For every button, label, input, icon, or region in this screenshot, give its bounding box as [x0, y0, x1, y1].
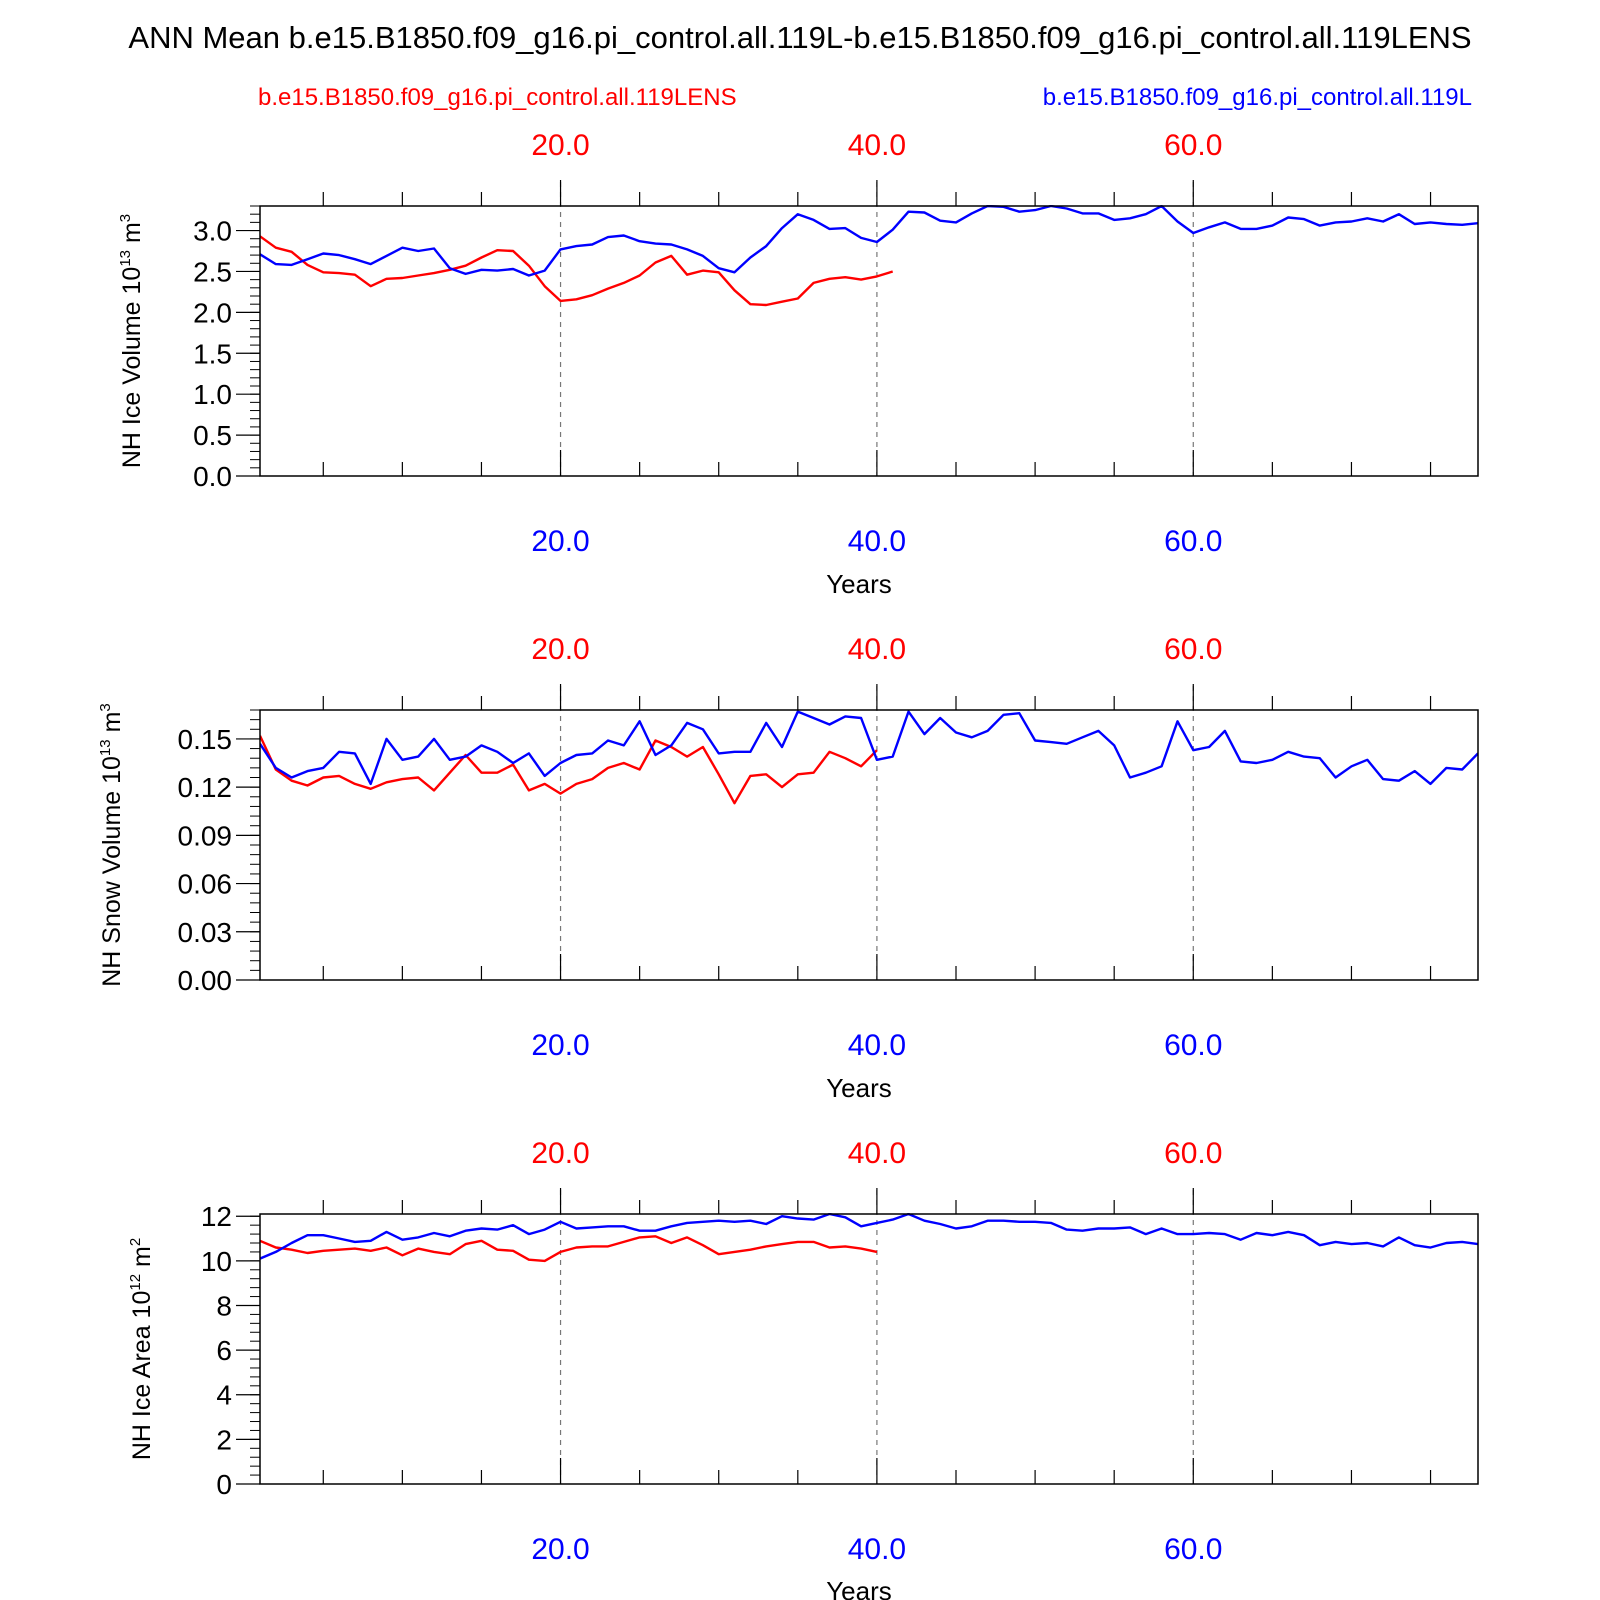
y-tick-label: 0 [216, 1469, 232, 1500]
x-axis-label: Years [826, 1073, 892, 1103]
y-axis-label-yunit-exp: 12 [127, 1274, 144, 1291]
y-axis-label-yunit-tail: m [118, 222, 146, 250]
y-tick-label: 0.15 [178, 724, 233, 755]
series-line-119L [260, 710, 1478, 786]
y-tick-label: 2.0 [193, 297, 232, 328]
x-axis-label: Years [826, 569, 892, 599]
plot-frame [259, 1213, 1479, 1485]
chart-title: ANN Mean b.e15.B1850.f09_g16.pi_control.… [128, 20, 1472, 55]
y-tick-label: 6 [216, 1335, 232, 1366]
series-line-119L [260, 205, 1478, 277]
y-tick-label: 0.00 [178, 965, 233, 996]
x-axis-label: Years [826, 1576, 892, 1600]
y-axis-label-ylabel: NH Ice Area [128, 1318, 156, 1460]
y-tick-label: 0.09 [178, 820, 233, 851]
y-axis-label-yunit-base: 10 [128, 1291, 156, 1319]
series-line-119LENS [260, 235, 894, 307]
legend-blue-label: b.e15.B1850.f09_g16.pi_control.all.119L [1042, 84, 1472, 111]
y-axis-label: NH Snow Volume 1013 m3 [97, 703, 126, 987]
y-axis-label-yunit-tail-exp: 3 [97, 703, 114, 711]
y-tick-label: 2.5 [193, 256, 232, 287]
y-axis-label-ylabel: NH Snow Volume [98, 784, 126, 987]
y-tick-label: 1.5 [193, 338, 232, 369]
x-top-tick-label: 40.0 [848, 633, 906, 666]
series-line-119L [260, 1213, 1478, 1260]
y-axis-label-yunit-tail: m [98, 712, 126, 740]
legend-red-label: b.e15.B1850.f09_g16.pi_control.all.119LE… [258, 84, 737, 111]
series-line-119LENS [260, 735, 878, 805]
x-top-tick-label: 20.0 [531, 129, 589, 162]
x-top-tick-label: 60.0 [1164, 1137, 1222, 1170]
series-line-119LENS [260, 1235, 878, 1263]
x-top-tick-label: 40.0 [848, 129, 906, 162]
x-bottom-tick-label: 40.0 [848, 1533, 906, 1566]
y-tick-label: 12 [201, 1201, 232, 1232]
y-axis-label-yunit-exp: 13 [97, 739, 114, 756]
y-axis-label: NH Ice Volume 1013 m3 [117, 214, 146, 468]
x-bottom-tick-label: 60.0 [1164, 525, 1222, 558]
y-axis-label: NH Ice Area 1012 m2 [127, 1238, 156, 1460]
y-tick-label: 1.0 [193, 379, 232, 410]
y-axis-label-yunit-tail-exp: 2 [127, 1238, 144, 1246]
x-bottom-tick-label: 20.0 [531, 1533, 589, 1566]
y-axis-label-yunit-tail: m [128, 1246, 156, 1274]
x-bottom-tick-label: 40.0 [848, 525, 906, 558]
x-top-tick-label: 60.0 [1164, 633, 1222, 666]
y-tick-label: 8 [216, 1290, 232, 1321]
y-axis-label-yunit-exp: 13 [117, 250, 134, 267]
x-bottom-tick-label: 20.0 [531, 525, 589, 558]
x-bottom-tick-label: 60.0 [1164, 1029, 1222, 1062]
y-axis-label-yunit-base: 10 [118, 267, 146, 295]
y-tick-label: 0.12 [178, 772, 233, 803]
y-tick-label: 0.03 [178, 917, 233, 948]
y-tick-label: 10 [201, 1246, 232, 1277]
x-bottom-tick-label: 20.0 [531, 1029, 589, 1062]
chart-panel-2: 0.00 0.03 0.06 0.09 0.12 0.15 20.0 20.0 40.0 40.0… [97, 633, 1479, 1103]
y-tick-label: 0.0 [193, 461, 232, 492]
x-top-tick-label: 60.0 [1164, 129, 1222, 162]
plot-frame [259, 205, 1479, 477]
x-bottom-tick-label: 60.0 [1164, 1533, 1222, 1566]
y-axis-label-ylabel: NH Ice Volume [118, 294, 146, 468]
plot-frame [259, 709, 1479, 981]
y-tick-label: 0.06 [178, 869, 233, 900]
chart-panel-3: 02468101220.020.040.040.060.060.0YearsNH… [127, 1137, 1479, 1600]
y-tick-label: 4 [216, 1380, 232, 1411]
y-tick-label: 2 [216, 1424, 232, 1455]
y-axis-label-yunit-tail-exp: 3 [117, 214, 134, 222]
x-top-tick-label: 20.0 [531, 633, 589, 666]
x-top-tick-label: 20.0 [531, 1137, 589, 1170]
x-top-tick-label: 40.0 [848, 1137, 906, 1170]
x-bottom-tick-label: 40.0 [848, 1029, 906, 1062]
y-tick-label: 3.0 [193, 216, 232, 247]
y-tick-label: 0.5 [193, 420, 232, 451]
chart-panel-1: 0.0 0.5 1.0 1.5 2.0 2.5 3.0 20.0 20.0 40.0 40.0 60.… [117, 129, 1479, 599]
y-axis-label-yunit-base: 10 [98, 756, 126, 784]
